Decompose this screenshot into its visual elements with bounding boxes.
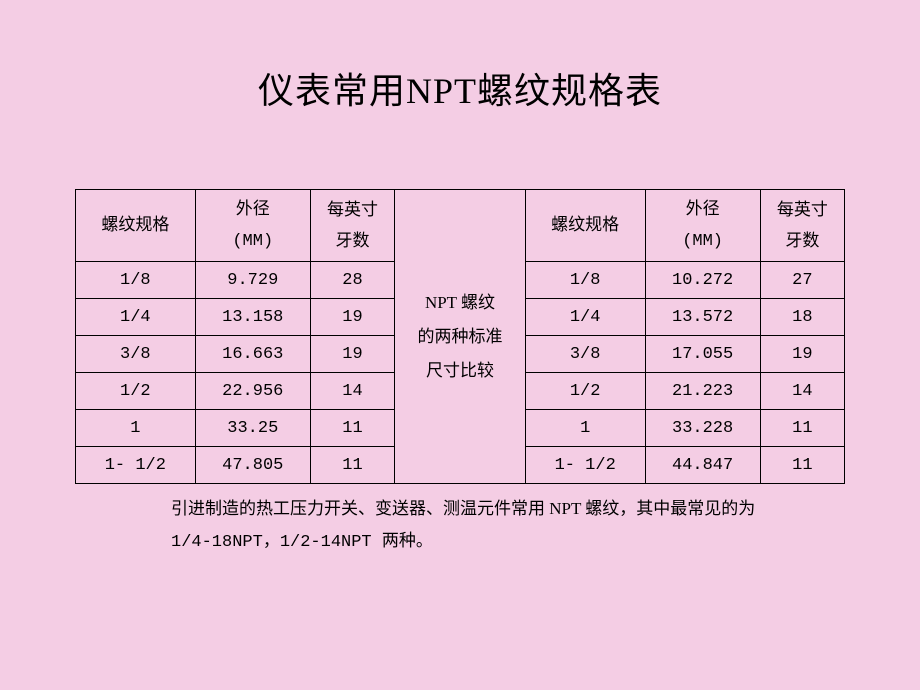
middle-label-l2: 的两种标准 [417,327,502,346]
cell-tpi: 11 [310,410,394,447]
cell-spec: 1 [525,410,645,447]
col-header-spec-right: 螺纹规格 [525,190,645,262]
header-diameter-r1: 外径 [686,199,720,218]
cell-spec: 1/8 [525,262,645,299]
cell-spec: 1- 1/2 [525,447,645,484]
cell-diameter: 13.158 [195,299,310,336]
cell-spec: 1/4 [525,299,645,336]
col-header-tpi-right: 每英寸 牙数 [760,190,844,262]
cell-diameter: 16.663 [195,336,310,373]
cell-spec: 1/4 [76,299,196,336]
col-header-spec-left: 螺纹规格 [76,190,196,262]
cell-spec: 1- 1/2 [76,447,196,484]
col-header-diameter-right: 外径 (MM) [645,190,760,262]
cell-diameter: 44.847 [645,447,760,484]
cell-diameter: 13.572 [645,299,760,336]
spec-table-container: 螺纹规格 外径 (MM) 每英寸 牙数 NPT 螺纹 的两种标准 尺寸比较 螺纹… [75,189,845,560]
cell-spec: 1/2 [525,373,645,410]
cell-spec: 3/8 [76,336,196,373]
cell-diameter: 10.272 [645,262,760,299]
footnote: 引进制造的热工压力开关、变送器、测温元件常用 NPT 螺纹，其中最常见的为 1/… [171,492,845,560]
cell-diameter: 47.805 [195,447,310,484]
header-diameter-l1: 外径 [236,199,270,218]
cell-diameter: 33.228 [645,410,760,447]
cell-diameter: 17.055 [645,336,760,373]
cell-diameter: 22.956 [195,373,310,410]
cell-tpi: 14 [760,373,844,410]
middle-label-l1: NPT 螺纹 [425,293,495,312]
header-tpi-r2: 牙数 [785,231,819,250]
cell-diameter: 33.25 [195,410,310,447]
cell-tpi: 18 [760,299,844,336]
header-diameter-r2: (MM) [682,232,723,251]
cell-tpi: 11 [310,447,394,484]
middle-label-l3: 尺寸比较 [426,361,494,380]
cell-diameter: 9.729 [195,262,310,299]
col-header-tpi-left: 每英寸 牙数 [310,190,394,262]
header-tpi-l1: 每英寸 [327,200,378,219]
cell-tpi: 19 [310,299,394,336]
header-diameter-l2: (MM) [232,232,273,251]
cell-spec: 1 [76,410,196,447]
cell-diameter: 21.223 [645,373,760,410]
footnote-line-1: 引进制造的热工压力开关、变送器、测温元件常用 NPT 螺纹，其中最常见的为 [171,492,845,526]
cell-tpi: 28 [310,262,394,299]
cell-tpi: 11 [760,447,844,484]
cell-tpi: 14 [310,373,394,410]
middle-label: NPT 螺纹 的两种标准 尺寸比较 [395,190,526,484]
cell-tpi: 19 [760,336,844,373]
col-header-diameter-left: 外径 (MM) [195,190,310,262]
cell-spec: 3/8 [525,336,645,373]
header-tpi-l2: 牙数 [335,231,369,250]
header-tpi-r1: 每英寸 [777,200,828,219]
page-title: 仪表常用NPT螺纹规格表 [0,0,920,114]
cell-spec: 1/2 [76,373,196,410]
spec-table: 螺纹规格 外径 (MM) 每英寸 牙数 NPT 螺纹 的两种标准 尺寸比较 螺纹… [75,189,845,484]
cell-tpi: 11 [760,410,844,447]
table-header-row: 螺纹规格 外径 (MM) 每英寸 牙数 NPT 螺纹 的两种标准 尺寸比较 螺纹… [76,190,845,262]
cell-tpi: 19 [310,336,394,373]
cell-tpi: 27 [760,262,844,299]
footnote-line-2: 1/4-18NPT，1/2-14NPT 两种。 [171,526,845,560]
cell-spec: 1/8 [76,262,196,299]
